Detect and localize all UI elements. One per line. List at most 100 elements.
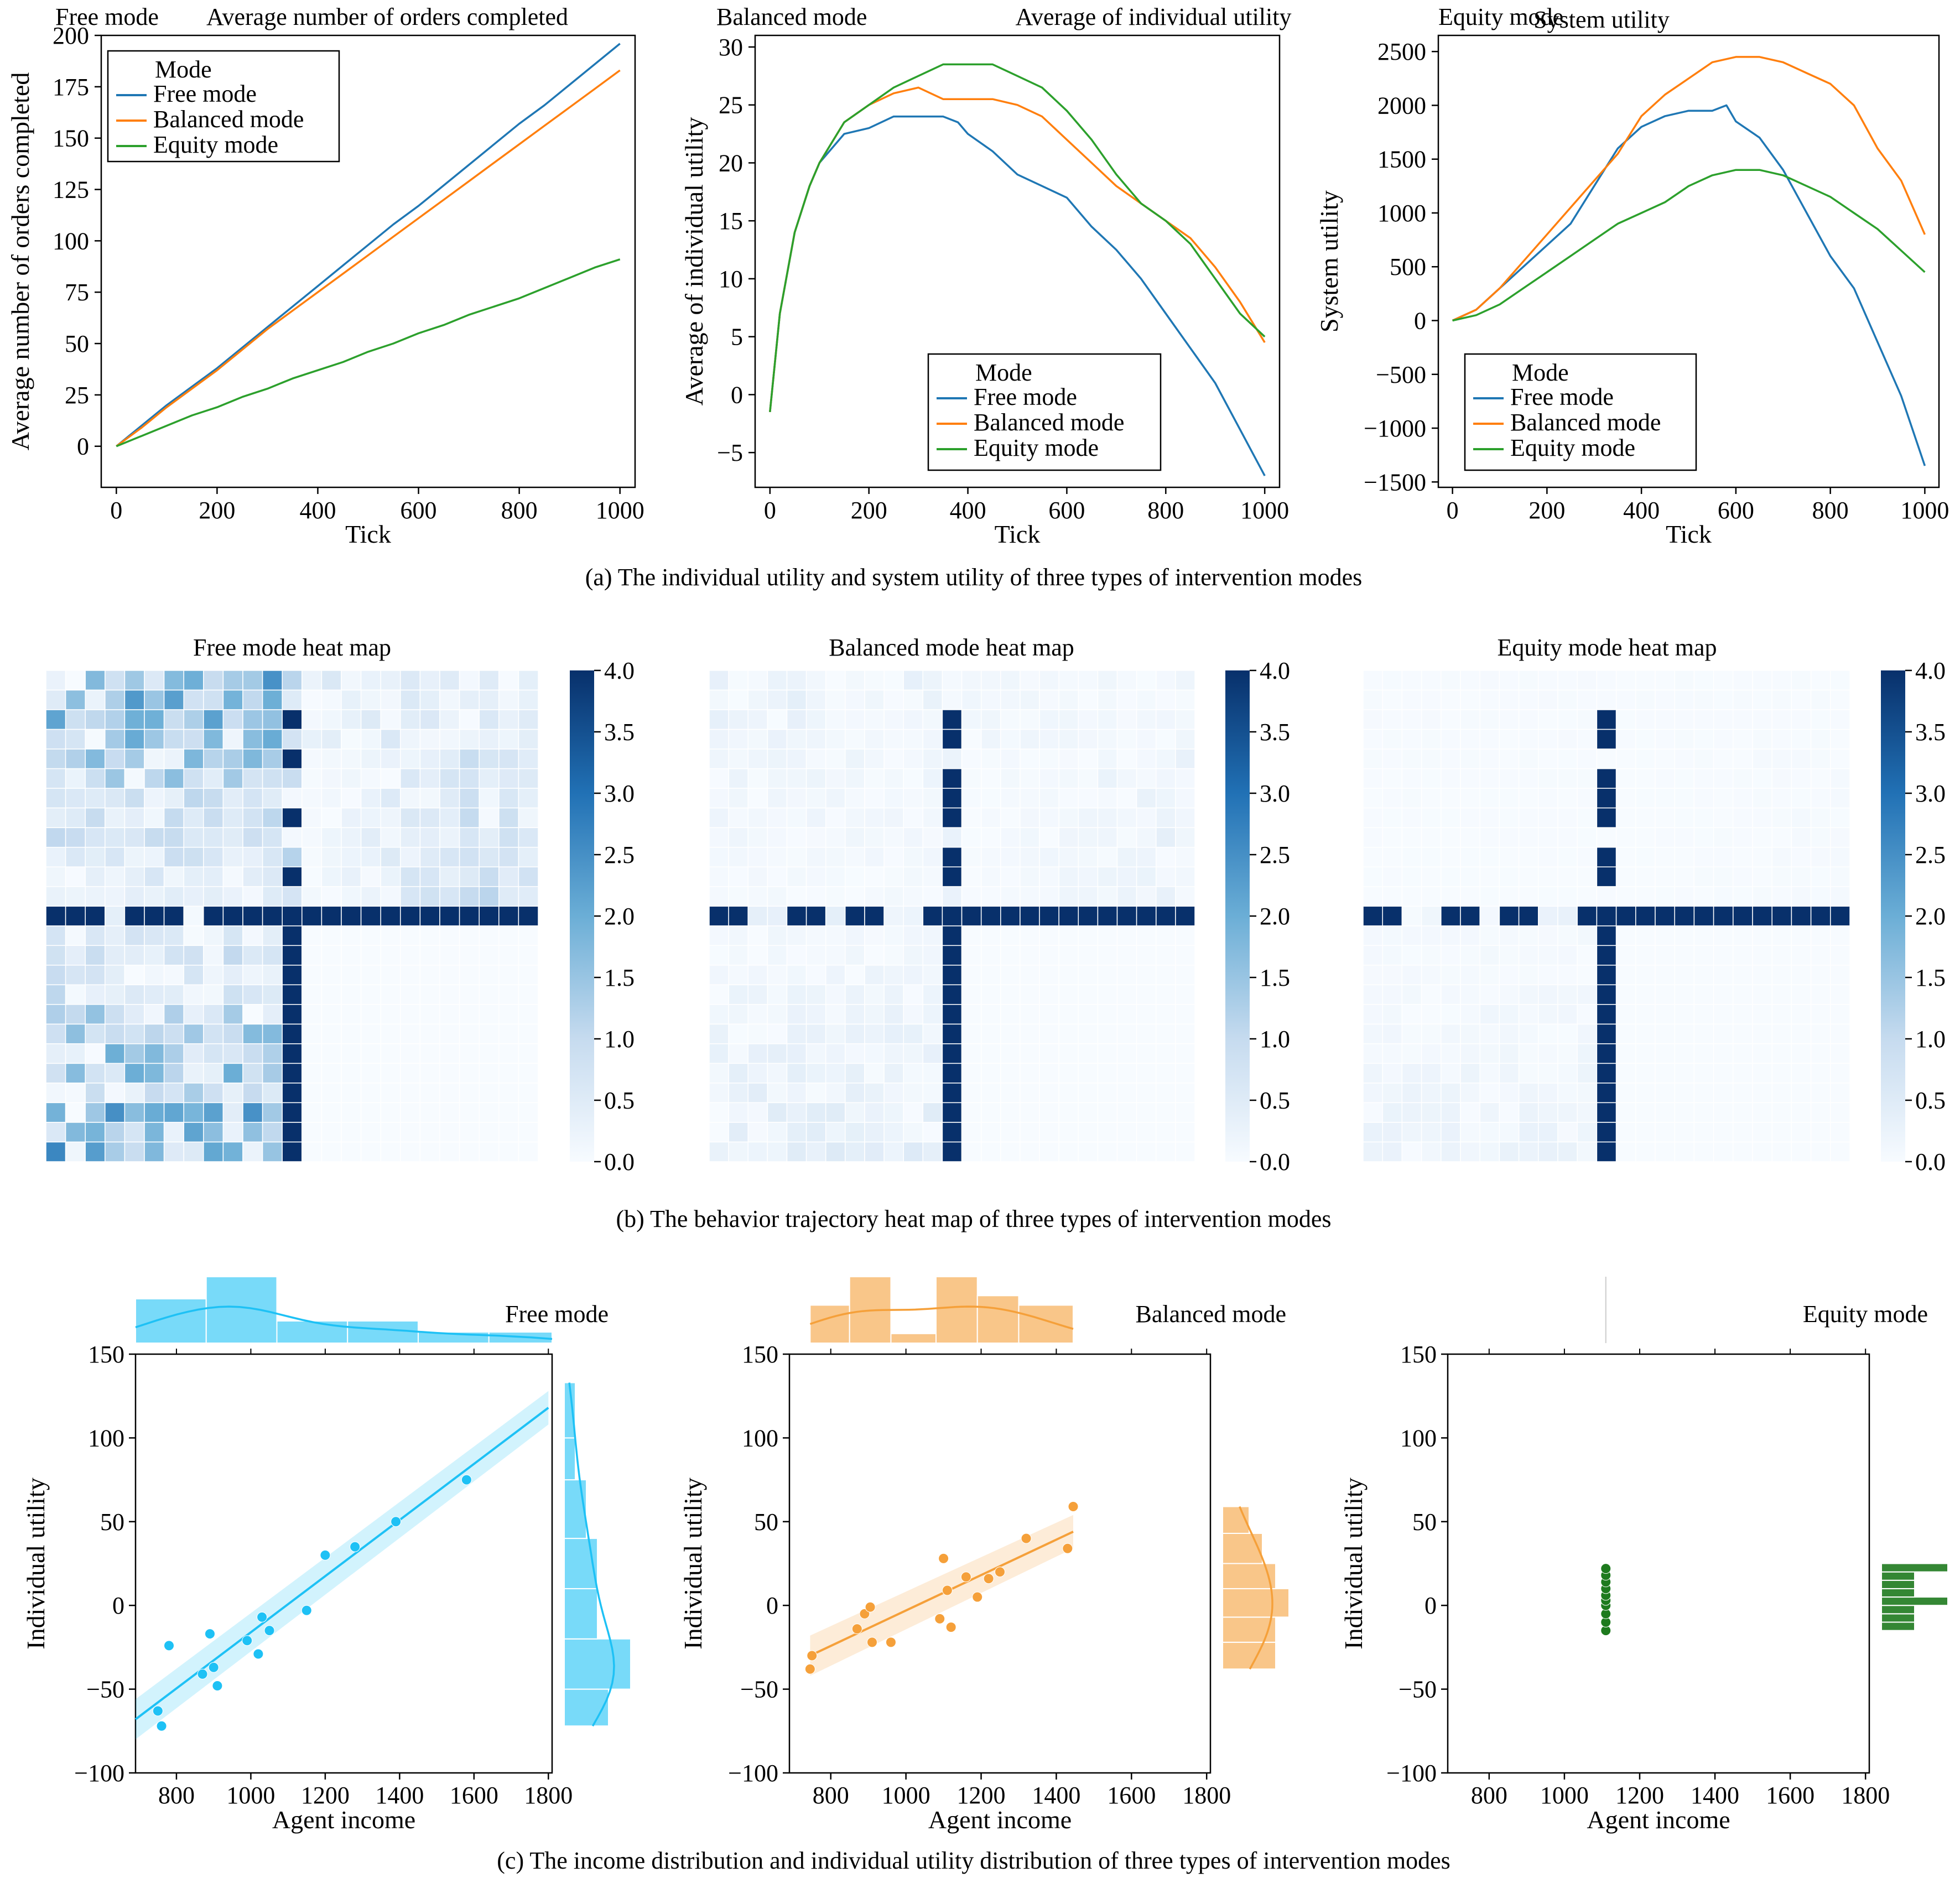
heatmap-cell	[341, 689, 362, 710]
heatmap-cell	[767, 1122, 788, 1143]
x-tick-label: 1400	[1032, 1782, 1080, 1809]
heatmap-cell	[222, 1083, 243, 1104]
heatmap-cell	[1020, 1141, 1040, 1162]
heatmap-cell	[1733, 748, 1753, 769]
heatmap-cell	[1693, 925, 1714, 946]
heatmap-cell	[961, 1102, 982, 1123]
heatmap-cell	[1538, 846, 1558, 867]
heatmap-cell	[1674, 866, 1695, 887]
heatmap-cell	[1479, 866, 1500, 887]
heatmap-cell	[360, 906, 381, 927]
heatmap-cell	[282, 1083, 303, 1104]
heatmap-cell	[1615, 965, 1636, 986]
heatmap-cell	[1058, 1102, 1079, 1123]
heatmap-cell	[1460, 709, 1480, 730]
heatmap-cell	[1752, 670, 1772, 691]
colorbar-tick-label: 4.0	[1915, 657, 1946, 684]
heatmap-cell	[242, 866, 263, 887]
heatmap-cell	[1752, 906, 1772, 927]
heatmap-cell	[825, 788, 846, 809]
heatmap-cell	[242, 689, 263, 710]
heatmap-cell	[1733, 1122, 1753, 1143]
heatmap-cell	[1518, 768, 1539, 789]
heatmap-cell	[1421, 1141, 1442, 1162]
heatmap-cell	[518, 1102, 539, 1123]
heatmap-cell	[709, 1023, 729, 1044]
heatmap-cell	[380, 945, 401, 966]
heatmap-cell	[163, 807, 184, 828]
heatmap-cell	[1116, 827, 1137, 848]
heatmap-cell	[144, 827, 165, 848]
heatmap-cell	[439, 1083, 460, 1104]
heatmap-cell	[1499, 729, 1520, 750]
heatmap-cell	[341, 1083, 362, 1104]
y-tick-label: −100	[728, 1760, 778, 1787]
heatmap-cell	[1538, 1043, 1558, 1064]
heatmap-cell	[903, 866, 924, 887]
heatmap-cell	[183, 906, 204, 927]
y-tick-label: 50	[65, 330, 89, 357]
heatmap-cell	[321, 866, 342, 887]
heatmap-cell	[341, 1043, 362, 1064]
heatmap-cell	[1401, 670, 1422, 691]
heatmap-cell	[1175, 807, 1195, 828]
heatmap-cell	[498, 906, 519, 927]
heatmap-cell	[805, 670, 826, 691]
marginal-bar	[564, 1638, 631, 1690]
heatmap-cell	[825, 729, 846, 750]
heatmap-cell	[1830, 866, 1850, 887]
heatmap-cell	[1830, 886, 1850, 907]
heatmap-cell	[459, 670, 480, 691]
heatmap-cell	[1421, 866, 1442, 887]
heatmap-cell	[419, 1004, 440, 1025]
heatmap-cell	[1674, 1102, 1695, 1123]
heatmap-cell	[479, 1083, 500, 1104]
series-line	[116, 258, 621, 448]
heatmap-cell	[922, 689, 943, 710]
heatmap-cell	[922, 1063, 943, 1084]
heatmap-cell	[1557, 670, 1578, 691]
heatmap-cell	[1655, 1141, 1675, 1162]
heatmap-cell	[845, 827, 865, 848]
heatmap-cell	[380, 906, 401, 927]
heatmap-cell	[1674, 1141, 1695, 1162]
heatmap-cell	[1518, 729, 1539, 750]
heatmap-cell	[1596, 670, 1617, 691]
heatmap-cell	[1771, 1102, 1792, 1123]
heatmap-cell	[1382, 788, 1403, 809]
marginal-kde	[568, 1382, 615, 1727]
x-axis-label: Tick	[1666, 520, 1712, 548]
heatmap-cell	[1596, 1102, 1617, 1123]
heatmap-cell	[883, 925, 904, 946]
heatmap-cell	[183, 1063, 204, 1084]
heatmap-cell	[728, 1141, 748, 1162]
heatmap-cell	[767, 827, 788, 848]
heatmap-cell	[85, 925, 106, 946]
heatmap-cell	[1156, 748, 1176, 769]
heatmap-cell	[864, 1004, 885, 1025]
heatmap-cell	[459, 965, 480, 986]
heatmap-cell	[1479, 709, 1500, 730]
heatmap-cell	[1830, 689, 1850, 710]
heatmap-cell	[1401, 846, 1422, 867]
heatmap-cell	[1000, 1141, 1021, 1162]
heatmap-cell	[105, 1122, 126, 1143]
heatmap-cell	[1810, 827, 1831, 848]
heatmap-cell	[105, 1043, 126, 1064]
heatmap-cell	[1810, 1043, 1831, 1064]
heatmap-cell	[45, 709, 66, 730]
heatmap-cell	[419, 886, 440, 907]
heatmap-cell	[380, 886, 401, 907]
heatmap-cell	[439, 827, 460, 848]
marginal-bar	[347, 1320, 419, 1344]
heatmap-cell	[439, 689, 460, 710]
heatmap-cell	[1058, 748, 1079, 769]
heatmap-cell	[1635, 1083, 1656, 1104]
heatmap-cell	[518, 1063, 539, 1084]
heatmap-cell	[747, 670, 768, 691]
colorbar-tick-label: 1.0	[604, 1026, 635, 1053]
heatmap-cell	[498, 984, 519, 1005]
heatmap-cell	[922, 768, 943, 789]
heatmap-cell	[728, 689, 748, 710]
heatmap-cell	[45, 788, 66, 809]
